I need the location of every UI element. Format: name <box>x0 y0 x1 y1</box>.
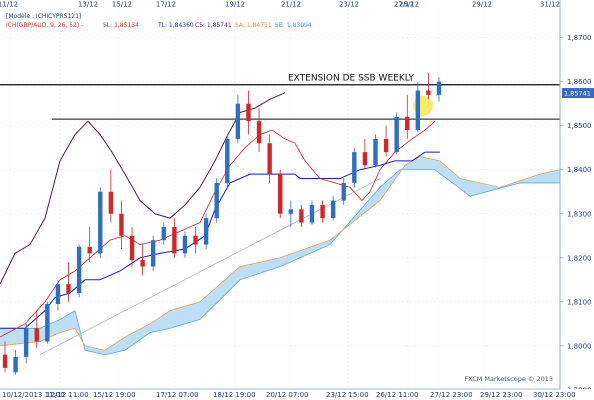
candle-body <box>34 328 39 342</box>
y-tick-label: 1,8700 <box>567 34 592 42</box>
x-top-label: 17/12 <box>156 1 176 9</box>
candle-body <box>161 226 166 241</box>
candle-body <box>2 354 8 368</box>
candle-body <box>203 218 209 245</box>
candle-body <box>320 204 325 219</box>
x-top-label: 31/12 <box>540 1 560 9</box>
senkou-span-a-line <box>0 156 561 351</box>
candle-body <box>288 209 294 214</box>
x-top-label: 13/12 <box>78 1 98 9</box>
header-item: SA: 1,84751 <box>235 22 272 29</box>
y-tick-label: 1,8200 <box>567 254 592 262</box>
candle-body <box>45 304 50 342</box>
y-tick-label: 1,8400 <box>567 166 592 174</box>
x-tick-label: 15/12 19:00 <box>93 391 136 399</box>
header-item: CS: 1,85741 <box>195 22 232 29</box>
y-tick-label: 1,8100 <box>567 298 592 306</box>
candle-body <box>108 191 114 214</box>
x-top-label: 29/12 <box>472 1 492 9</box>
candle-body <box>330 200 336 219</box>
candle-body <box>76 246 82 294</box>
candle-body <box>394 116 399 153</box>
candle-body <box>214 182 219 219</box>
x-tick-label: 26/12 11:00 <box>376 391 419 399</box>
candle-body <box>140 259 145 267</box>
x-tick-label: 12/12 11:00 <box>46 391 89 399</box>
candle-body <box>98 191 103 254</box>
y-tick-label: 1,8000 <box>567 342 592 350</box>
header-label: [Modèle : ICHICYPRS121] <box>6 13 81 20</box>
header-item: TL: 1,84360 <box>157 22 194 29</box>
candle-body <box>129 235 135 260</box>
current-price-box <box>562 88 594 99</box>
y-tick-label: 1,8300 <box>567 210 592 218</box>
candle-body <box>267 143 272 175</box>
header-indicator: ICH(GBP/AUD, 9, 26, 52) - <box>6 22 83 29</box>
candle-body <box>193 235 198 245</box>
annotation-label: EXTENSION DE SSB WEEKLY <box>288 74 415 84</box>
candle-body <box>66 284 71 294</box>
x-tick-label: 30/12 23:00 <box>533 391 576 399</box>
x-top-label: 19/12 <box>225 1 245 9</box>
x-top-label: 11/12 <box>0 1 18 9</box>
candle-body <box>415 90 421 131</box>
candle-body <box>405 116 410 131</box>
candle-body <box>373 138 378 166</box>
y-tick-label: 1,8500 <box>567 122 592 130</box>
candle-body <box>182 235 188 254</box>
x-axis-band <box>0 389 594 400</box>
x-top-label: 15/12 <box>112 1 132 9</box>
header-item: SB: 1,83094 <box>275 22 312 29</box>
x-tick-label: 18/12 19:00 <box>213 391 256 399</box>
kijun-sen-line <box>0 151 440 329</box>
candle-body <box>436 81 442 95</box>
watermark: FXCM Marketscope © 2013 <box>464 375 553 383</box>
tenkan-sen-line <box>0 120 436 338</box>
candle-body <box>235 103 241 139</box>
x-tick-label: 23/12 15:00 <box>326 391 369 399</box>
senkou-span-b-line <box>0 169 560 356</box>
current-price-label: 1,85741 <box>564 90 591 98</box>
x-top-label: 25/12 <box>399 1 419 9</box>
chart-header: [Modèle : ICHICYPRS121] ICH(GBP/AUD, 9, 2… <box>6 13 553 383</box>
candle-body <box>172 226 177 254</box>
candle-body <box>150 240 156 267</box>
candle-body <box>383 138 389 153</box>
candle-body <box>87 246 92 254</box>
x-top-label: 27/12 <box>394 1 414 9</box>
candle-body <box>23 328 29 357</box>
candle-body <box>426 90 431 95</box>
candle-body <box>225 138 230 183</box>
y-tick-label: 1,8600 <box>567 78 592 86</box>
x-tick-label: 20/12 07:00 <box>266 391 309 399</box>
candle-body <box>256 121 262 144</box>
ichimoku-cloud <box>0 156 561 356</box>
x-top-label: 21/12 <box>281 1 301 9</box>
candle-body <box>246 103 251 122</box>
x-tick-label: 10/12/2013 11:00 <box>2 391 65 399</box>
candle-body <box>352 152 357 183</box>
x-tick-label: 27/12 23:00 <box>430 391 473 399</box>
candle-body <box>362 152 368 166</box>
candle-body <box>55 284 61 305</box>
header-item: SL: 1,85134 <box>103 22 139 29</box>
x-tick-label: 29/12 23:00 <box>480 391 523 399</box>
candle-body <box>278 174 283 214</box>
candle-body <box>13 356 18 373</box>
x-top-label: 23/12 <box>339 1 359 9</box>
candle-body <box>119 213 124 236</box>
candles <box>2 72 442 375</box>
candle-body <box>299 209 304 223</box>
x-tick-label: 17/12 07:00 <box>156 391 199 399</box>
candle-body <box>309 204 315 223</box>
candle-body <box>341 182 346 201</box>
